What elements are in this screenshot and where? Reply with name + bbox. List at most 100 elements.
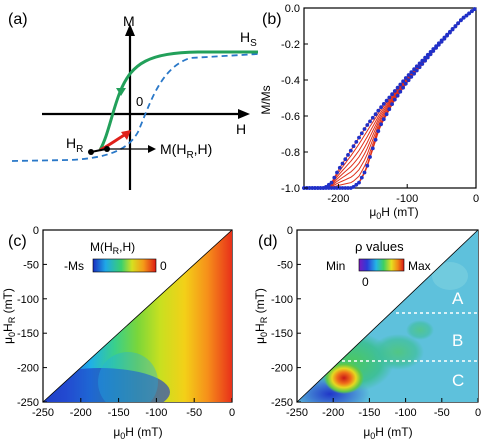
panel-c-y-label: μ0HR (mT) [1,288,17,344]
boundary-point-1 [470,9,474,14]
boundary-point-0 [354,140,359,144]
panel-b-plot [302,7,477,190]
boundary-point-0 [425,52,430,57]
panel-a-y-arrow [125,24,135,36]
boundary-point-0 [379,105,383,110]
boundary-point-1 [392,97,397,102]
panel-b-frame [303,7,477,189]
boundary-point-1 [340,186,345,190]
panel_d-x-tick-label: -50 [434,407,450,419]
frc-arrow [121,130,131,140]
boundary-point-1 [384,112,389,117]
boundary-point-1 [368,155,372,159]
saturation-label: HS [240,29,257,49]
boundary-point-1 [370,146,375,151]
boundary-point-1 [321,186,326,190]
boundary-point-0 [423,55,427,60]
boundary-point-0 [348,148,353,153]
panel-d-diagonal [296,229,479,403]
panel-c-label: (c) [8,233,27,250]
panel_c-y-tick-label: -50 [23,259,39,271]
boundary-point-0 [392,89,397,93]
panel-d-colorbar-min: Min [326,259,345,273]
panel-a-y-label: M [123,13,135,29]
panel-d-colorbar-title: ρ values [355,239,404,254]
boundary-point-0 [373,112,378,117]
boundary-point-0 [381,102,386,106]
panel-b-y-tick-label: -0.2 [281,39,300,51]
panel-c-y-ticks: 0 -50 -100 -150 -200 -250 [17,225,47,409]
panel-b-x-tick-label: 0 [473,193,479,205]
panel-b-y-tick-label: -0.6 [281,111,300,123]
boundary-point-1 [354,182,359,187]
boundary-point-0 [395,85,400,90]
panel-d-x-label: μ0H (mT) [363,425,412,441]
boundary-point-1 [326,186,331,190]
panel_c-x-tick-label: -200 [70,407,92,419]
boundary-point-0 [359,131,364,136]
panel_d-y-tick-label: -200 [271,363,293,375]
panel-b-x-ticks: -200 -100 0 [327,184,479,205]
panel-c-x-ticks: -250 -200 -150 -100 -50 0 [32,398,235,419]
boundary-point-1 [376,129,381,134]
panel_d-x-tick-label: -250 [286,407,308,419]
boundary-point-1 [373,137,378,142]
boundary-point-1 [329,186,334,190]
boundary-point-0 [398,82,403,87]
panel-c-colorbar-max: 0 [160,259,167,273]
panel_d-x-tick-label: 0 [475,407,481,419]
boundary-point-0 [403,76,408,80]
panel_c-y-tick-label: -100 [17,294,39,306]
boundary-point-0 [346,153,350,157]
boundary-point-0 [332,175,337,180]
panel-c-x-label: μ0H (mT) [113,425,162,441]
boundary-point-0 [362,127,367,131]
reversal-label: HR [66,135,83,155]
major-loop-upper [98,50,258,151]
boundary-point-1 [409,75,414,79]
panel-d-y-label: μ0HR (mT) [253,288,269,344]
boundary-point-0 [420,58,425,63]
boundary-point-0 [390,92,394,97]
boundary-point-1 [390,102,394,106]
panel-b-y-tick-label: -0.8 [281,147,300,159]
boundary-point-1 [412,71,416,76]
boundary-point-1 [461,15,466,20]
panel-b-y-ticks: 0.0 -0.2 -0.4 -0.6 -0.8 -1.0 [281,3,308,195]
region-label-a: A [452,289,464,308]
dashed-loop-lower [11,53,259,162]
boundary-point-0 [376,108,381,113]
boundary-point-1 [456,21,460,26]
boundary-point-1 [442,36,447,41]
panel-b-y-tick-label: -1.0 [281,183,300,195]
boundary-point-1 [381,117,386,122]
panel-b-x-tick-label: -200 [327,193,349,205]
panel_c-x-tick-label: 0 [229,407,235,419]
panel-d-colorbar [358,258,405,272]
panel-a: (a) M H 0 HS HR M(HR,H) [8,11,259,190]
panel_d-y-tick-label: -150 [271,328,293,340]
boundary-point-1 [359,175,364,180]
panel-c-colorbar [92,258,157,273]
panel_c-x-tick-label: -50 [186,407,202,419]
boundary-point-1 [423,58,427,63]
panel_d-y-tick-label: 0 [287,225,293,237]
frc-label-arrowhead [148,145,156,153]
boundary-point-1 [398,89,403,94]
panel-c-diagonal [42,229,233,403]
boundary-point-0 [337,165,342,170]
panel-b-y-tick-label: 0.0 [285,3,300,15]
boundary-point-1 [315,186,320,190]
panel_c-y-tick-label: -250 [17,397,39,409]
boundary-point-1 [357,180,361,185]
panel_d-x-tick-label: -150 [358,407,380,419]
boundary-point-1 [417,65,422,70]
boundary-point-1 [343,186,348,190]
boundary-point-0 [340,161,345,166]
boundary-point-0 [326,182,331,187]
panel_c-y-tick-label: 0 [33,225,39,237]
major-loop-arrow [116,88,126,96]
boundary-point-1 [387,107,392,112]
panel-b-y-tick-label: -0.4 [281,75,300,87]
panel-b: (b) 0.0 -0.2 -0.4 -0.6 -0.8 -1.0 -200 -100 0 M/… [259,3,479,221]
